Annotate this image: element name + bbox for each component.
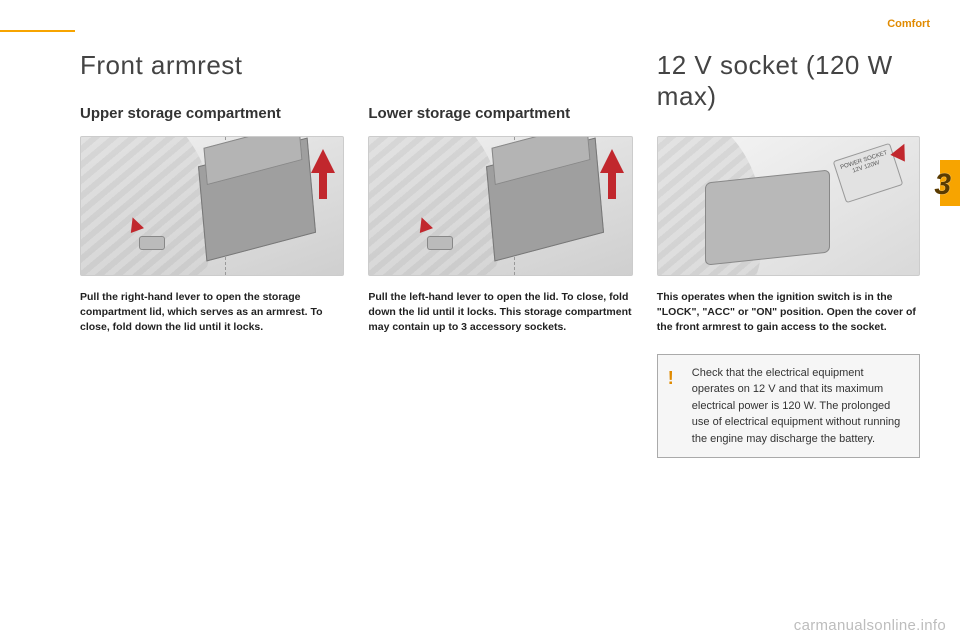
text-socket: This operates when the ignition switch i… [657,290,920,336]
lever-left [427,236,453,250]
armrest-lid [203,136,302,185]
arrow-up-icon [311,149,335,173]
accent-bar [0,30,75,32]
arrow-up-icon-2 [600,149,624,173]
armrest-subcolumns: Upper storage compartment Pull the right… [80,105,633,336]
illus-upper-compartment [80,136,344,276]
heading-upper: Upper storage compartment [80,105,344,122]
caution-box: ! Check that the electrical equipment op… [657,354,920,459]
lever-right [139,236,165,250]
console-shape [705,169,830,265]
illus-lower-compartment [368,136,632,276]
title-socket: 12 V socket (120 W max) [657,50,920,112]
arrow-stem-2 [608,171,616,199]
armrest-box-2 [486,137,604,261]
lower-compartment-block: Lower storage compartment Pull the left-… [368,105,632,336]
chapter-number: 3 [934,168,951,202]
armrest-lid-2 [492,136,591,185]
seat-shape-2 [368,136,500,276]
seat-shape [80,136,212,276]
text-lower: Pull the left-hand lever to open the lid… [368,290,632,336]
arrow-stem [319,171,327,199]
title-front-armrest: Front armrest [80,50,633,81]
caution-text: Check that the electrical equipment oper… [692,367,901,445]
upper-compartment-block: Upper storage compartment Pull the right… [80,105,344,336]
page-content: Front armrest Upper storage compartment … [80,50,920,458]
heading-lower: Lower storage compartment [368,105,632,122]
section-label: Comfort [887,18,930,30]
watermark: carmanualsonline.info [794,617,946,634]
text-upper: Pull the right-hand lever to open the st… [80,290,344,336]
socket-column: 12 V socket (120 W max) POWER SOCKET 12V… [657,50,920,458]
illus-socket: POWER SOCKET 12V 120W [657,136,920,276]
armrest-box [198,137,316,261]
caution-icon: ! [668,365,674,392]
front-armrest-column: Front armrest Upper storage compartment … [80,50,633,458]
